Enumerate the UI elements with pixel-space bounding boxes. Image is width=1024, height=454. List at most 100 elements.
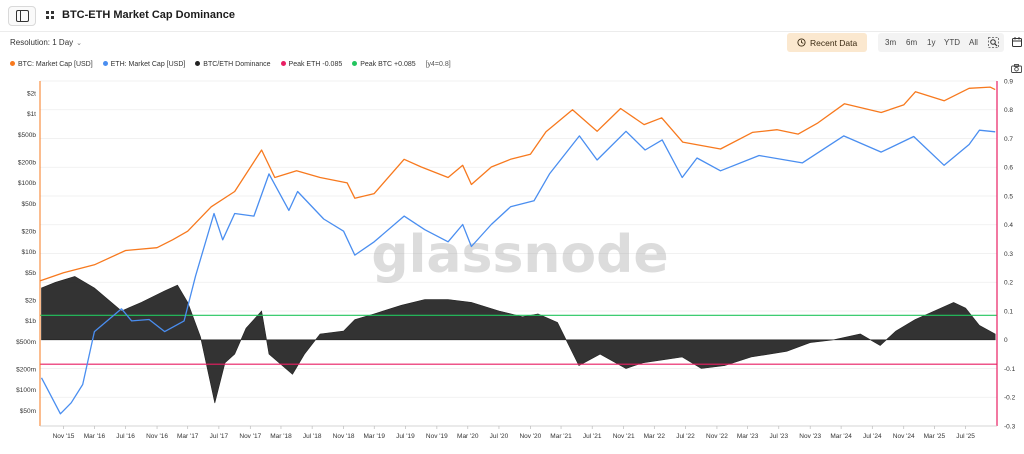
x-axis-tick-label: Nov '18	[333, 433, 355, 440]
x-axis-tick-label: Jul '23	[769, 433, 788, 440]
btc-legend-swatch	[10, 60, 15, 66]
range-selector: 3m 6m 1y YTD All	[878, 33, 1004, 52]
legend-item-peak-eth[interactable]: Peak ETH -0.085	[280, 60, 343, 68]
legend-label: ETH: Market Cap [USD]	[110, 61, 186, 68]
x-axis-tick-label: Jul '21	[583, 433, 602, 440]
x-axis-tick-label: Jul '18	[303, 433, 322, 440]
left-axis-tick-label: $2t	[27, 90, 36, 97]
dominance-area	[41, 276, 996, 404]
left-axis-tick-label: $50m	[20, 408, 36, 415]
dominance-area-path	[41, 276, 996, 404]
sidebar-toggle-icon	[16, 10, 29, 22]
peak-btc-legend-swatch	[352, 60, 358, 66]
left-axis-tick-label: $200m	[16, 366, 36, 373]
resolution-label: Resolution: 1 Day	[10, 38, 74, 47]
x-axis-tick-label: Jul '22	[676, 433, 695, 440]
top-bar: BTC-ETH Market Cap Dominance	[0, 0, 1024, 32]
left-axis-ticks: $2t $1t $500b $200b $100b $50b $20b $10b $5b $2b $…	[16, 90, 36, 415]
left-axis-tick-label: $10b	[22, 249, 37, 256]
dominance-legend-swatch	[195, 60, 201, 66]
left-axis-tick-label: $200b	[18, 159, 36, 166]
resolution-dropdown[interactable]: Resolution: 1 Day ⌄	[10, 38, 82, 47]
recent-data-button[interactable]: Recent Data	[787, 33, 867, 52]
x-axis-tick-label: Nov '22	[706, 433, 728, 440]
right-axis-ticks: 0.9 0.8 0.7 0.6 0.5 0.4 0.3 0.2 0.1 0 -0.1 -0.2 -0.3	[1004, 78, 1016, 430]
sidebar-toggle-button[interactable]	[8, 6, 36, 26]
right-axis-tick-label: 0.1	[1004, 308, 1013, 315]
right-axis-tick-label: -0.3	[1004, 423, 1016, 430]
left-axis-tick-label: $100b	[18, 180, 36, 187]
eth-market-cap-line	[40, 129, 996, 415]
camera-icon[interactable]	[1011, 64, 1022, 73]
eth-legend-swatch	[102, 60, 108, 66]
zoom-icon[interactable]	[988, 37, 999, 48]
peak-eth-legend-swatch	[280, 60, 286, 66]
right-axis-tick-label: 0.2	[1004, 280, 1013, 287]
series-lines	[39, 86, 996, 415]
legend-item-dominance[interactable]: BTC/ETH Dominance	[195, 60, 271, 68]
x-axis-tick-label: Mar '23	[737, 433, 759, 440]
left-axis-tick-label: $1b	[25, 318, 36, 325]
range-1y-button[interactable]: 1y	[927, 38, 936, 47]
right-axis-tick-label: 0.8	[1004, 107, 1013, 114]
left-axis-tick-label: $500b	[18, 132, 36, 139]
x-axis-tick-label: Jul '17	[210, 433, 229, 440]
left-axis-tick-label: $2b	[25, 297, 36, 304]
right-axis-tick-label: 0.7	[1004, 136, 1013, 143]
x-axis-tick-label: Jul '24	[863, 433, 882, 440]
x-axis-tick-label: Nov '23	[799, 433, 821, 440]
legend-label: Peak BTC +0.085	[360, 61, 416, 68]
range-6m-button[interactable]: 6m	[906, 38, 918, 47]
x-axis-ticks: Nov '15 Mar '16 Jul '16 Nov '16 Mar '17 Jul '…	[53, 426, 975, 440]
chart-legend: BTC: Market Cap [USD] ETH: Market Cap [U…	[10, 60, 451, 71]
legend-label: BTC/ETH Dominance	[203, 61, 271, 68]
calendar-icon[interactable]	[1012, 37, 1022, 47]
x-axis-tick-label: Mar '25	[924, 433, 946, 440]
left-axis-tick-label: $500m	[16, 339, 36, 346]
x-axis-tick-label: Nov '17	[239, 433, 261, 440]
legend-label: BTC: Market Cap [USD]	[18, 61, 93, 68]
x-axis-tick-label: Mar '21	[550, 433, 572, 440]
chart-canvas[interactable]: glassnode $2t $1t $500b $200b $100b $50b $20b $…	[0, 76, 1024, 454]
page-title: BTC-ETH Market Cap Dominance	[62, 9, 235, 21]
right-axis-tick-label: 0.4	[1004, 222, 1013, 229]
right-axis-tick-label: -0.1	[1004, 366, 1016, 373]
right-axis-tick-label: 0.6	[1004, 165, 1013, 172]
x-axis-tick-label: Nov '16	[146, 433, 168, 440]
right-axis-tick-label: -0.2	[1004, 395, 1016, 402]
grid-icon[interactable]	[46, 11, 54, 19]
legend-note: [y4=0.8]	[425, 61, 451, 69]
axes	[39, 81, 998, 427]
x-axis-tick-label: Jul '20	[490, 433, 509, 440]
x-axis-tick-label: Mar '20	[457, 433, 479, 440]
left-axis-tick-label: $20b	[22, 228, 37, 235]
x-axis-tick-label: Nov '19	[426, 433, 448, 440]
x-axis-tick-label: Nov '15	[53, 433, 75, 440]
right-axis-tick-label: 0	[1004, 337, 1008, 344]
range-ytd-button[interactable]: YTD	[944, 38, 960, 47]
range-3m-button[interactable]: 3m	[885, 38, 897, 47]
x-axis-tick-label: Mar '17	[177, 433, 199, 440]
x-axis-tick-label: Mar '24	[830, 433, 852, 440]
watermark: glassnode	[371, 225, 668, 285]
legend-item-peak-btc[interactable]: Peak BTC +0.085	[352, 60, 416, 68]
x-axis-tick-label: Mar '22	[644, 433, 666, 440]
x-axis-tick-label: Nov '24	[893, 433, 915, 440]
range-all-button[interactable]: All	[969, 38, 978, 47]
left-axis-tick-label: $100m	[16, 387, 36, 394]
x-axis-tick-label: Nov '20	[519, 433, 541, 440]
legend-item-eth-market-cap[interactable]: ETH: Market Cap [USD]	[102, 60, 186, 68]
left-axis-tick-label: $1t	[27, 111, 36, 118]
btc-market-cap-line	[39, 86, 996, 282]
x-axis-tick-label: Mar '18	[270, 433, 292, 440]
recent-data-label: Recent Data	[810, 38, 858, 48]
x-axis-tick-label: Jul '19	[396, 433, 415, 440]
chevron-down-icon: ⌄	[76, 40, 83, 47]
x-axis-tick-label: Jul '25	[956, 433, 975, 440]
right-axis-tick-label: 0.3	[1004, 251, 1013, 258]
left-axis-tick-label: $50b	[22, 201, 37, 208]
legend-label: Peak ETH -0.085	[288, 61, 343, 68]
x-axis-tick-label: Mar '19	[364, 433, 386, 440]
legend-item-btc-market-cap[interactable]: BTC: Market Cap [USD]	[10, 60, 93, 68]
x-axis-tick-label: Mar '16	[84, 433, 106, 440]
